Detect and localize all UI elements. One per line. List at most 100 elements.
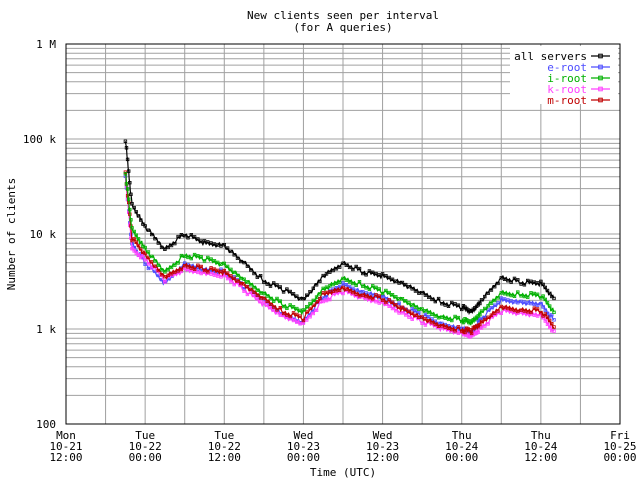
data-point [278, 305, 282, 310]
data-point [526, 295, 530, 299]
data-point [420, 321, 424, 325]
data-point [456, 325, 461, 329]
data-point [479, 319, 484, 324]
data-point [265, 299, 269, 303]
series-line [124, 173, 555, 339]
data-point [209, 257, 213, 261]
data-point [288, 289, 292, 294]
data-point [433, 322, 437, 327]
data-point [278, 313, 282, 317]
data-point [285, 287, 289, 291]
data-point [271, 308, 276, 312]
data-point [407, 284, 411, 289]
data-point [440, 301, 444, 306]
data-point [334, 289, 339, 293]
data-point [222, 268, 226, 273]
data-point [407, 315, 411, 319]
data-point [308, 306, 312, 311]
x-tick-label: 00:00 [445, 451, 478, 464]
data-point [271, 299, 276, 303]
x-tick-label: 00:00 [129, 451, 162, 464]
x-tick-label: 12:00 [366, 451, 399, 464]
data-point [413, 308, 418, 313]
data-point [156, 268, 160, 273]
data-point [199, 255, 203, 259]
data-point [215, 260, 220, 265]
data-point [298, 296, 302, 301]
data-point [550, 321, 554, 326]
data-point [532, 306, 536, 310]
data-point [123, 139, 128, 143]
data-point [516, 290, 520, 294]
data-point [176, 261, 180, 265]
data-point [130, 201, 134, 206]
data-point [202, 239, 207, 243]
data-point [328, 290, 332, 294]
data-point [364, 294, 368, 299]
data-point [301, 308, 306, 312]
data-point [206, 255, 210, 260]
data-point [526, 310, 530, 314]
data-point [390, 277, 395, 281]
data-point [199, 271, 203, 276]
data-point [529, 291, 533, 295]
data-point [489, 313, 494, 317]
data-point [357, 294, 362, 298]
data-point [543, 312, 547, 316]
data-point [215, 268, 220, 273]
data-point [206, 240, 210, 244]
data-point [321, 273, 325, 278]
data-point [337, 284, 342, 289]
data-point [397, 301, 401, 305]
data-point [380, 294, 385, 299]
data-point [281, 290, 286, 294]
data-point [489, 305, 494, 310]
legend-label: e-root [547, 61, 587, 74]
data-point [328, 297, 332, 302]
data-point [179, 267, 184, 272]
data-point [159, 267, 164, 272]
data-point [239, 281, 243, 286]
data-point [370, 284, 375, 288]
data-point [324, 285, 329, 289]
data-point [123, 171, 128, 176]
data-point [275, 296, 279, 301]
chart-subtitle: (for A queries) [293, 21, 392, 34]
data-point [212, 259, 217, 263]
data-point [163, 247, 167, 251]
data-point [271, 305, 276, 309]
data-point [268, 305, 273, 310]
data-point [417, 307, 421, 311]
data-point [380, 298, 385, 302]
data-point [281, 304, 286, 309]
data-point [552, 318, 556, 322]
data-point [163, 274, 167, 279]
data-point [252, 271, 256, 276]
data-point [446, 317, 451, 322]
data-point [512, 308, 517, 313]
data-point [450, 327, 454, 332]
data-point [541, 305, 545, 309]
data-point [136, 237, 141, 241]
data-point [146, 250, 151, 254]
data-point [489, 301, 494, 305]
data-point [132, 206, 136, 210]
data-point [478, 312, 482, 317]
data-point [410, 311, 414, 315]
data-point [124, 182, 129, 186]
data-point [341, 261, 345, 265]
data-point [548, 291, 552, 296]
data-point [182, 254, 187, 258]
data-point [550, 307, 554, 312]
data-point [417, 291, 421, 295]
data-point [212, 242, 217, 246]
data-point [324, 298, 329, 303]
data-point [169, 272, 174, 276]
chart-title: New clients seen per interval [247, 9, 439, 22]
data-point [456, 315, 461, 320]
data-point [478, 322, 482, 327]
data-point [529, 279, 533, 283]
legend-marker [598, 75, 603, 81]
data-point [132, 237, 136, 241]
data-point [331, 268, 335, 273]
